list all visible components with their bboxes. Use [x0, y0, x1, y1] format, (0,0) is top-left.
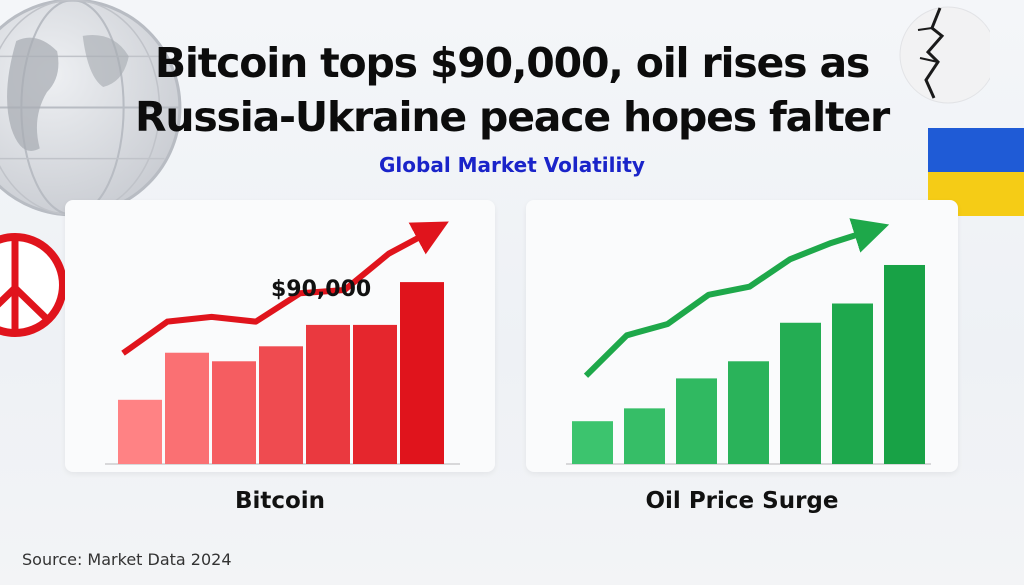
- bitcoin-trend-line: [121, 221, 449, 356]
- globe-icon: [0, 0, 182, 217]
- bitcoin-bar-1: [118, 399, 162, 464]
- bitcoin-bar-2: [165, 352, 209, 464]
- subtitle: Global Market Volatility: [379, 153, 645, 177]
- headline-line-2: Russia-Ukraine peace hopes falter: [134, 93, 890, 141]
- oil-bar-4: [728, 361, 769, 464]
- bitcoin-bar-6: [353, 324, 397, 464]
- oil-bar-6: [832, 303, 873, 464]
- flag-blue-band: [928, 128, 1024, 172]
- bitcoin-bar-4: [259, 346, 303, 464]
- oil-trend-line: [583, 218, 890, 378]
- headline: Bitcoin tops $90,000, oil rises as Russi…: [0, 36, 1024, 144]
- oil-label: Oil Price Surge: [645, 488, 839, 514]
- bitcoin-chart: $90,000: [105, 221, 460, 465]
- bitcoin-bar-7: [400, 282, 444, 464]
- oil-bar-2: [624, 408, 665, 464]
- oil-bar-5: [780, 322, 821, 464]
- source-note: Source: Market Data 2024: [22, 550, 232, 569]
- bitcoin-label: Bitcoin: [234, 488, 326, 514]
- crack-icon: [899, 6, 990, 104]
- oil-bar-7: [884, 264, 925, 464]
- bitcoin-bar-3: [212, 361, 256, 464]
- headline-line-1: Bitcoin tops $90,000, oil rises as: [154, 39, 870, 87]
- bitcoin-bar-5: [306, 324, 350, 464]
- peace-sign-icon: [0, 233, 67, 337]
- oil-chart-card: [526, 200, 958, 472]
- oil-chart: [566, 218, 931, 465]
- oil-bar-1: [572, 421, 613, 464]
- bitcoin-chart-card: $90,000: [65, 200, 495, 472]
- bitcoin-price-annotation: $90,000: [271, 277, 371, 302]
- oil-bar-3: [676, 378, 717, 464]
